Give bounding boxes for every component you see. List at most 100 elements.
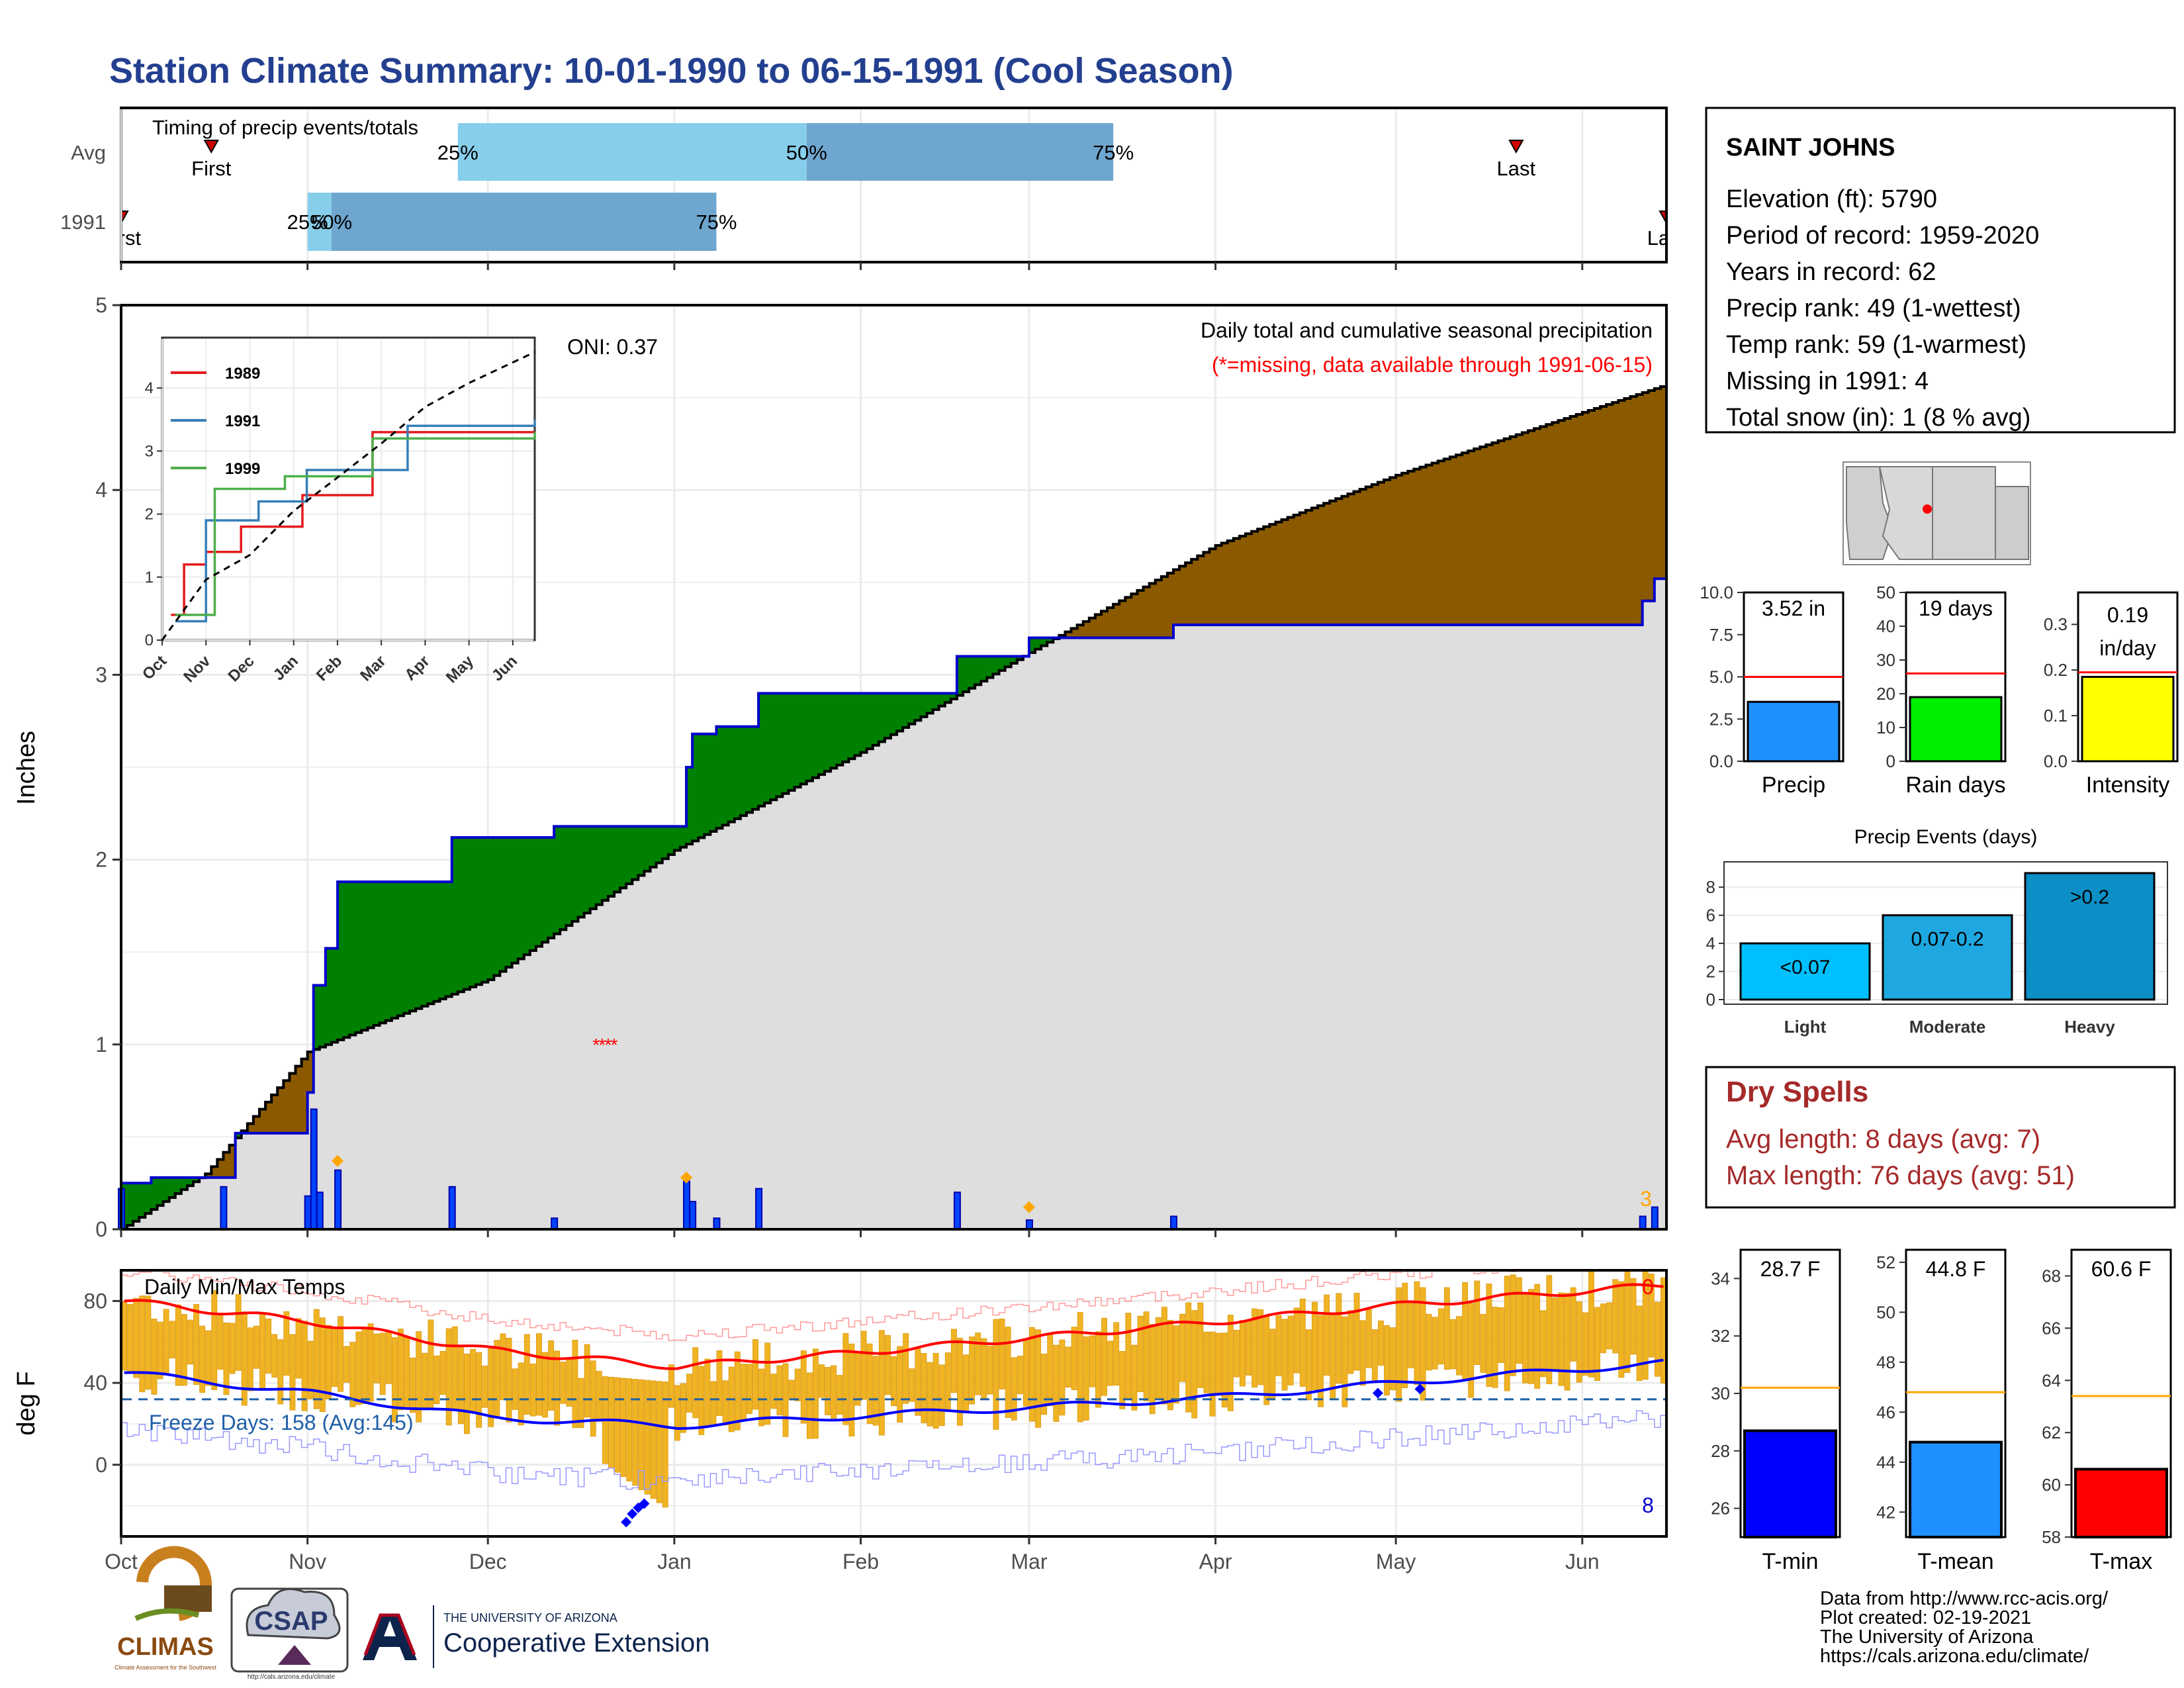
temp-summary-category-label: T-min [1762, 1549, 1819, 1574]
daily-temp-bar [175, 1304, 181, 1386]
daily-temp-bar [1281, 1319, 1288, 1391]
station-years: Years in record: 62 [1726, 258, 1936, 286]
timing-pct-label: 25% [437, 141, 478, 164]
mini-bar-ytick-label: 0.3 [2044, 614, 2068, 634]
daily-temp-bar [692, 1347, 699, 1419]
timing-avg-bar-light [457, 123, 807, 181]
mini-bar-ytick-label: 30 [1876, 650, 1895, 670]
daily-temp-bar [529, 1364, 536, 1417]
freeze-days-label: Freeze Days: 158 (Avg:145) [149, 1411, 414, 1434]
daily-temp-bar [1330, 1313, 1336, 1400]
daily-temp-bar [848, 1343, 855, 1436]
daily-temp-bar [1504, 1276, 1510, 1391]
daily-temp-bar [1570, 1287, 1576, 1362]
daily-temp-bar [398, 1329, 404, 1411]
temp-summary-ytick-label: 64 [2042, 1370, 2061, 1390]
daily-temp-bar [1191, 1310, 1198, 1419]
daily-temp-bar [1107, 1340, 1114, 1386]
map-state-left [1846, 466, 1894, 560]
timing-row-label-avg: Avg [71, 141, 106, 164]
credit-data-source: Data from http://www.rcc-acis.org/ [1820, 1588, 2109, 1609]
mini-bar-value-unit: in/day [2099, 636, 2156, 660]
daily-temp-bar [139, 1295, 146, 1393]
daily-temp-bar [837, 1375, 843, 1415]
daily-precip-bar [304, 1195, 312, 1231]
daily-temp-bar [981, 1338, 987, 1400]
daily-temp-bar [1240, 1320, 1246, 1387]
daily-temp-bar [193, 1303, 200, 1385]
climas-subtitle: Climate Assessment for the Southwest [114, 1664, 217, 1671]
temp-summary-ytick-label: 30 [1711, 1383, 1730, 1403]
daily-temp-bar [1606, 1302, 1613, 1350]
daily-temp-bar [1293, 1307, 1300, 1374]
daily-temp-bar [1618, 1281, 1625, 1378]
daily-temp-bar [1125, 1313, 1132, 1400]
daily-temp-bar [584, 1344, 590, 1418]
daily-temp-bar [470, 1348, 476, 1414]
month-axis-label: Jun [1565, 1550, 1600, 1573]
temp-summary-ytick-label: 32 [1711, 1326, 1730, 1346]
daily-temp-bar [163, 1309, 169, 1376]
daily-temp-bar [938, 1364, 945, 1427]
month-axis-label: Feb [842, 1550, 879, 1573]
temp-summary-ytick-label: 58 [2042, 1527, 2061, 1547]
daily-temp-bar [950, 1329, 957, 1393]
missing-day-mark: * [611, 1035, 618, 1055]
daily-temp-bar [1510, 1274, 1516, 1376]
station-missing: Missing in 1991: 4 [1726, 367, 1929, 395]
mini-bar-value-0 [1747, 700, 1841, 763]
temperature-summary-bars: 26 28 30 32 34 28.7 F T-min 42 44 46 48 50 52 44.8 F T… [1711, 1248, 2172, 1574]
daily-temp-bar [1612, 1279, 1619, 1354]
station-location-marker [1923, 504, 1932, 514]
daily-temp-bar [1564, 1293, 1570, 1391]
daily-temp-bar [229, 1323, 236, 1374]
daily-temp-bar [428, 1319, 434, 1409]
daily-temp-bar [1185, 1302, 1192, 1413]
daily-temp-bar [404, 1336, 410, 1409]
daily-precip-bar [1025, 1219, 1033, 1231]
inset-ytick-label: 4 [145, 379, 154, 397]
mini-bar-ytick-label: 40 [1876, 616, 1895, 636]
daily-temp-bar [1299, 1298, 1306, 1387]
timing-marker [122, 211, 129, 222]
daily-temp-bar [722, 1380, 729, 1426]
daily-temp-bar [512, 1368, 518, 1410]
daily-temp-bar [1642, 1272, 1649, 1380]
daily-temp-bar [1432, 1317, 1438, 1370]
record-min-line [122, 1410, 1665, 1490]
oni-label: ONI: 0.37 [567, 335, 658, 359]
daily-temp-bar [235, 1293, 242, 1371]
precip-ytick-label: 1 [95, 1033, 107, 1056]
station-name: SAINT JOHNS [1726, 134, 1895, 162]
daily-temp-bar [831, 1365, 837, 1419]
daily-temp-bar [1119, 1351, 1126, 1409]
timing-pct-label: 75% [1093, 141, 1134, 164]
daily-temp-bar [319, 1317, 326, 1412]
timing-marker-label: Last [1647, 226, 1686, 250]
daily-temp-bar [734, 1351, 741, 1430]
dry-spells-box: Dry Spells Avg length: 8 days (avg: 7) M… [1705, 1066, 2176, 1209]
temp-summary-ytick-label: 26 [1711, 1499, 1730, 1519]
daily-temp-bar [1390, 1327, 1396, 1391]
month-axis-label: Nov [289, 1550, 326, 1573]
precip-ytick-label: 2 [95, 848, 107, 872]
cold-day-mark [1414, 1383, 1426, 1395]
daily-temp-bar [626, 1378, 633, 1481]
daily-temp-bar [812, 1348, 819, 1439]
daily-temp-bar [1353, 1293, 1360, 1371]
month-axis-label: Dec [469, 1550, 507, 1573]
events-title: Precip Events (days) [1854, 826, 2038, 848]
daily-temp-bar [1636, 1305, 1643, 1382]
events-ytick-label: 6 [1706, 906, 1715, 925]
climas-wordmark: CLIMAS [117, 1633, 214, 1661]
daily-temp-bar [439, 1350, 446, 1395]
precip-observed-line [122, 577, 1665, 1185]
daily-temp-bar [205, 1330, 212, 1386]
daily-temp-bar [422, 1352, 428, 1408]
credit-university: The University of Arizona [1820, 1626, 2034, 1648]
daily-temp-bar [1347, 1310, 1354, 1374]
daily-temp-bar [1443, 1287, 1450, 1370]
daily-temp-bar [259, 1312, 265, 1391]
events-ytick-label: 0 [1706, 990, 1715, 1009]
